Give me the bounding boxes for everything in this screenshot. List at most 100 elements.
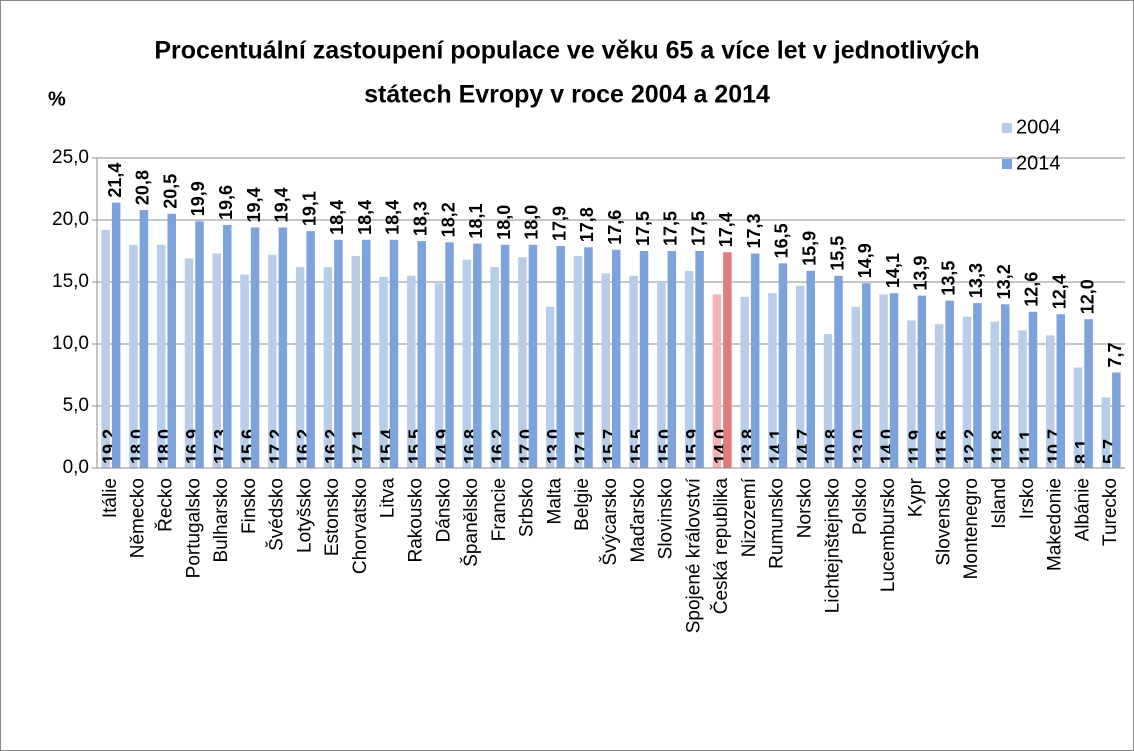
bar: [1101, 397, 1111, 468]
x-tick-label: Německo: [128, 478, 149, 558]
bar: [407, 275, 416, 468]
x-tick-label: Spojené království: [683, 477, 704, 633]
x-tick-label: Lucembursko: [878, 478, 899, 592]
y-tick-label: 10,0: [52, 333, 89, 354]
value-label: 17,9: [549, 206, 569, 241]
bar: [417, 241, 427, 468]
value-label: 18,3: [411, 201, 431, 236]
bar: [907, 320, 916, 468]
x-tick-label: Polsko: [850, 478, 871, 535]
value-label: 14,1: [883, 253, 903, 288]
value-label: 13,3: [966, 263, 986, 298]
x-tick-label: Lotyšsko: [294, 478, 315, 553]
legend-label: 2014: [1016, 152, 1061, 174]
bar: [473, 243, 482, 468]
bar: [851, 306, 861, 468]
bar: [695, 251, 704, 468]
x-tick-label: Estonsko: [322, 478, 343, 556]
bar: [667, 251, 677, 468]
x-tick-label: Makedonie: [1045, 478, 1066, 571]
bar: [184, 258, 194, 468]
x-tick-label: Rakousko: [406, 478, 427, 563]
x-tick-label: Řecko: [154, 478, 176, 532]
bar: [1073, 367, 1083, 468]
bar: [945, 300, 954, 468]
value-label: 18,4: [327, 200, 347, 235]
bar: [879, 294, 888, 468]
bar: [101, 229, 110, 468]
x-tick-label: Montenegro: [961, 478, 982, 579]
bar: [139, 210, 149, 468]
bar: [334, 239, 343, 468]
legend-swatch: [1002, 159, 1012, 169]
bar: [629, 275, 638, 468]
y-tick-label: 25,0: [52, 147, 89, 168]
y-tick-label: 0,0: [63, 457, 89, 478]
bar: [723, 252, 732, 468]
bar: [639, 251, 649, 468]
value-label: 17,4: [716, 212, 736, 247]
x-tick-label: Srbsko: [517, 478, 538, 537]
bar: [556, 246, 565, 468]
y-tick-label: 15,0: [52, 271, 89, 292]
x-tick-label: Bulharsko: [211, 478, 232, 563]
bar: [323, 267, 333, 468]
bar: [156, 244, 166, 468]
bar: [240, 274, 249, 468]
x-tick-label: Belgie: [572, 478, 593, 531]
x-tick-label: Portugalsko: [183, 478, 204, 578]
chart-title: Procentuální zastoupení populace ve věku…: [154, 37, 979, 65]
bar: [834, 275, 843, 468]
bar: [111, 202, 121, 468]
bar: [795, 285, 805, 468]
x-tick-label: Maďarsko: [628, 478, 649, 563]
bar: [889, 293, 899, 468]
value-label: 13,9: [911, 256, 931, 291]
x-tick-label: Albánie: [1072, 478, 1093, 541]
bar: [306, 231, 315, 468]
x-tick-label: Norsko: [795, 478, 816, 538]
bar: [295, 267, 305, 468]
bar: [212, 253, 222, 468]
value-label: 18,2: [438, 202, 458, 237]
bar: [934, 324, 944, 468]
bar: [278, 227, 288, 468]
value-label: 19,1: [299, 191, 319, 226]
bar: [1056, 314, 1066, 468]
x-tick-label: Itálie: [100, 478, 121, 518]
value-label: 20,5: [160, 174, 180, 209]
bar: [584, 247, 593, 468]
bar: [268, 254, 277, 468]
bar: [973, 303, 982, 468]
value-label: 18,4: [383, 200, 403, 235]
x-tick-label: Česká republika: [710, 478, 732, 615]
x-tick-label: Malta: [544, 478, 565, 525]
x-tick-label: Rumunsko: [767, 478, 788, 569]
bar: [684, 270, 694, 468]
bar: [250, 227, 260, 468]
x-tick-label: Lichtejnštejnsko: [822, 478, 843, 613]
bar: [990, 321, 999, 468]
x-tick-label: Litva: [378, 478, 399, 519]
value-label: 19,6: [216, 185, 236, 220]
bar: [740, 296, 749, 468]
x-tick-label: Finsko: [239, 478, 260, 534]
y-tick-label: 20,0: [52, 209, 89, 230]
y-axis-label: %: [48, 88, 66, 110]
value-label: 12,4: [1050, 274, 1070, 309]
bar: [445, 242, 454, 468]
bar: [528, 244, 538, 468]
value-label: 12,0: [1077, 279, 1097, 314]
x-tick-label: Turecko: [1100, 478, 1121, 546]
chart-title: státech Evropy v roce 2004 a 2014: [364, 81, 770, 109]
bar: [1084, 319, 1093, 468]
value-label: 15,5: [827, 236, 847, 271]
bar: [1028, 311, 1038, 468]
value-label: 13,2: [994, 264, 1014, 299]
value-label: 17,6: [605, 210, 625, 245]
bar: [167, 213, 176, 468]
x-tick-label: Chorvatsko: [350, 478, 371, 574]
bar: [379, 277, 388, 468]
value-label: 17,5: [661, 211, 681, 246]
